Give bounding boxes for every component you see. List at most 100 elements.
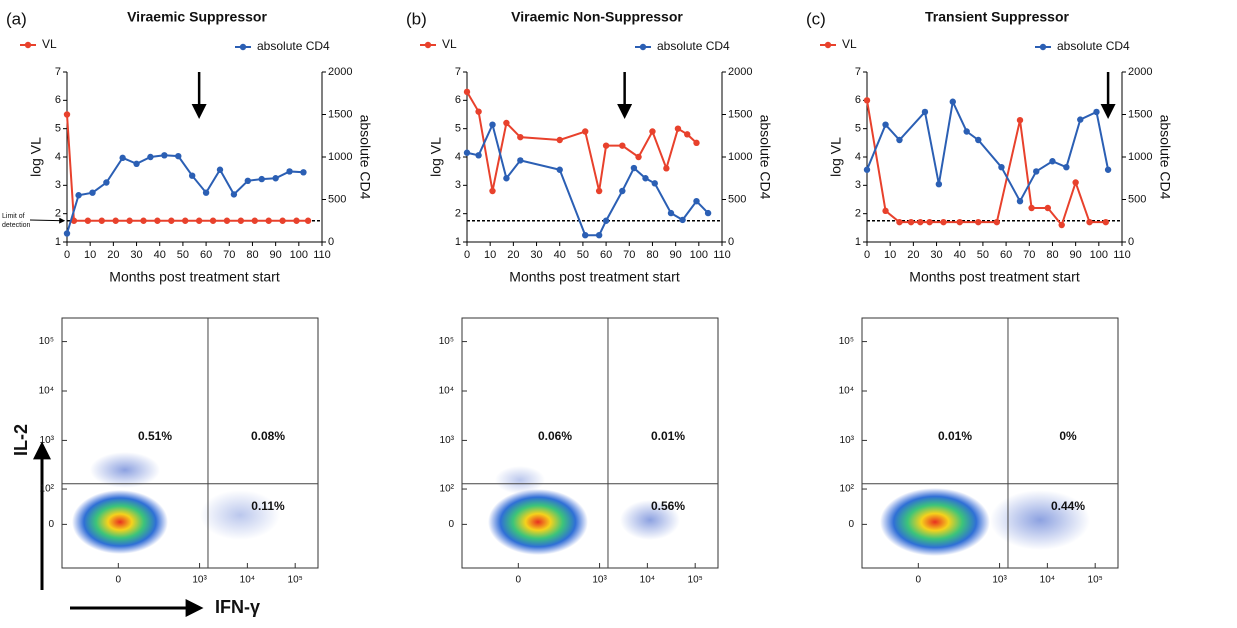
point xyxy=(882,208,888,214)
point xyxy=(1045,205,1051,211)
x-tick-label: 60 xyxy=(200,249,212,261)
legend-marker xyxy=(640,44,646,50)
legend-marker xyxy=(240,44,246,50)
point xyxy=(1049,158,1055,164)
point xyxy=(940,219,946,225)
point xyxy=(603,142,609,148)
point xyxy=(963,128,969,134)
point xyxy=(464,89,470,95)
x-tick-label: 10 xyxy=(84,249,96,261)
point xyxy=(1059,222,1065,228)
x-tick-label: 0 xyxy=(916,575,922,586)
point xyxy=(489,188,495,194)
point xyxy=(957,219,963,225)
quadrant-percent: 0% xyxy=(1059,429,1077,443)
point xyxy=(896,219,902,225)
point xyxy=(300,169,306,175)
point xyxy=(668,210,674,216)
y2-tick-label: 0 xyxy=(728,236,734,248)
y2-tick-label: 500 xyxy=(1128,193,1146,205)
y-tick-label: 2 xyxy=(55,208,61,220)
point xyxy=(908,219,914,225)
x-tick-label: 10⁴ xyxy=(640,575,655,586)
y2-tick-label: 0 xyxy=(328,236,334,248)
point xyxy=(210,218,216,224)
chart-title: Viraemic Suppressor xyxy=(127,9,267,25)
x-tick-label: 100 xyxy=(1090,249,1108,261)
point xyxy=(975,219,981,225)
x-tick-label: 70 xyxy=(223,249,235,261)
point xyxy=(582,128,588,134)
x-axis-label: Months post treatment start xyxy=(909,269,1080,285)
x-tick-label: 40 xyxy=(554,249,566,261)
y-tick-label: 4 xyxy=(55,151,61,163)
x-tick-label: 0 xyxy=(64,249,70,261)
x-tick-label: 80 xyxy=(246,249,258,261)
x-tick-label: 60 xyxy=(600,249,612,261)
y-tick-label: 10⁴ xyxy=(839,386,854,397)
x-tick-label: 40 xyxy=(954,249,966,261)
x-tick-label: 10⁵ xyxy=(288,575,303,586)
point xyxy=(675,125,681,131)
y-tick-label: 10⁴ xyxy=(439,386,454,397)
point xyxy=(464,150,470,156)
y-tick-label: 7 xyxy=(455,66,461,78)
x-tick-label: 30 xyxy=(130,249,142,261)
series-line xyxy=(867,100,1106,225)
x-tick-label: 70 xyxy=(623,249,635,261)
legend-marker xyxy=(825,42,831,48)
point xyxy=(917,219,923,225)
legend-marker xyxy=(25,42,31,48)
panel-label: (c) xyxy=(806,9,826,28)
point xyxy=(286,168,292,174)
x-tick-label: 90 xyxy=(270,249,282,261)
quadrant-percent: 0.11% xyxy=(251,499,285,513)
point xyxy=(224,218,230,224)
point xyxy=(582,232,588,238)
point xyxy=(112,218,118,224)
point xyxy=(1093,109,1099,115)
x-tick-label: 10 xyxy=(884,249,896,261)
point xyxy=(557,167,563,173)
x-tick-label: 30 xyxy=(930,249,942,261)
y-tick-label: 3 xyxy=(855,179,861,191)
y2-tick-label: 2000 xyxy=(1128,66,1152,78)
point xyxy=(926,219,932,225)
y2-axis-label: absolute CD4 xyxy=(757,115,773,200)
point xyxy=(596,232,602,238)
point xyxy=(922,109,928,115)
point xyxy=(279,218,285,224)
y-tick-label: 10² xyxy=(40,484,55,495)
point xyxy=(663,165,669,171)
x-tick-label: 80 xyxy=(646,249,658,261)
point xyxy=(679,217,685,223)
point xyxy=(259,176,265,182)
quadrant-percent: 0.44% xyxy=(1051,499,1085,513)
point xyxy=(475,152,481,158)
y-tick-label: 6 xyxy=(55,94,61,106)
x-tick-label: 10⁵ xyxy=(688,575,703,586)
point xyxy=(896,137,902,143)
point xyxy=(245,178,251,184)
x-tick-label: 90 xyxy=(1070,249,1082,261)
y2-tick-label: 500 xyxy=(328,193,346,205)
point xyxy=(705,210,711,216)
y-tick-label: 4 xyxy=(855,151,861,163)
y-tick-label: 10³ xyxy=(40,435,55,446)
y-tick-label: 6 xyxy=(455,94,461,106)
annotation-arrow xyxy=(30,220,64,221)
y-tick-label: 10⁵ xyxy=(39,336,54,347)
x-tick-label: 0 xyxy=(464,249,470,261)
point xyxy=(103,179,109,185)
x-tick-label: 110 xyxy=(713,249,731,261)
point xyxy=(950,99,956,105)
point xyxy=(272,175,278,181)
point xyxy=(1017,198,1023,204)
point xyxy=(1028,205,1034,211)
quadrant-percent: 0.01% xyxy=(938,429,972,443)
y-tick-label: 1 xyxy=(55,236,61,248)
point xyxy=(864,167,870,173)
legend-label: VL xyxy=(42,37,57,51)
quadrant-percent: 0.01% xyxy=(651,429,685,443)
y-tick-label: 0 xyxy=(448,519,454,530)
